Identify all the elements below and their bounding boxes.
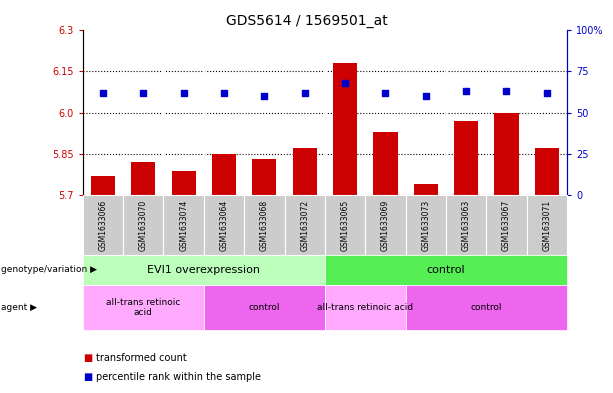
Bar [131,162,155,195]
Text: GSM1633073: GSM1633073 [421,200,430,251]
Bar [535,149,559,195]
Bar [494,112,519,195]
Point [259,93,269,99]
Text: agent ▶: agent ▶ [1,303,37,312]
Bar [212,154,236,195]
Text: GSM1633066: GSM1633066 [99,200,107,251]
Bar [253,160,276,195]
Bar [414,184,438,195]
Text: all-trans retinoic
acid: all-trans retinoic acid [106,298,180,317]
Text: GSM1633067: GSM1633067 [502,200,511,251]
Text: genotype/variation ▶: genotype/variation ▶ [1,266,97,274]
Text: all-trans retinoic acid: all-trans retinoic acid [317,303,413,312]
Bar [292,149,317,195]
Text: GSM1633064: GSM1633064 [219,200,229,251]
Point [461,88,471,94]
Text: GSM1633069: GSM1633069 [381,200,390,251]
Text: GSM1633063: GSM1633063 [462,200,471,251]
Text: EVI1 overexpression: EVI1 overexpression [147,265,261,275]
Point [219,90,229,96]
Bar [454,121,478,195]
Text: transformed count: transformed count [96,353,187,363]
Text: GSM1633065: GSM1633065 [341,200,349,251]
Point [300,90,310,96]
Point [98,90,108,96]
Text: GSM1633068: GSM1633068 [260,200,269,251]
Text: control: control [249,303,280,312]
Text: ■: ■ [83,353,92,363]
Point [421,93,431,99]
Text: GDS5614 / 1569501_at: GDS5614 / 1569501_at [226,14,387,28]
Point [340,80,350,86]
Text: ■: ■ [83,372,92,382]
Point [542,90,552,96]
Text: percentile rank within the sample: percentile rank within the sample [96,372,261,382]
Point [179,90,189,96]
Bar [373,132,397,195]
Text: control: control [427,265,465,275]
Text: GSM1633071: GSM1633071 [543,200,551,251]
Text: GSM1633072: GSM1633072 [300,200,309,251]
Text: GSM1633074: GSM1633074 [179,200,188,251]
Point [139,90,148,96]
Bar [333,63,357,195]
Bar [172,171,196,195]
Text: GSM1633070: GSM1633070 [139,200,148,251]
Point [501,88,511,94]
Text: control: control [471,303,502,312]
Bar [91,176,115,195]
Point [381,90,390,96]
